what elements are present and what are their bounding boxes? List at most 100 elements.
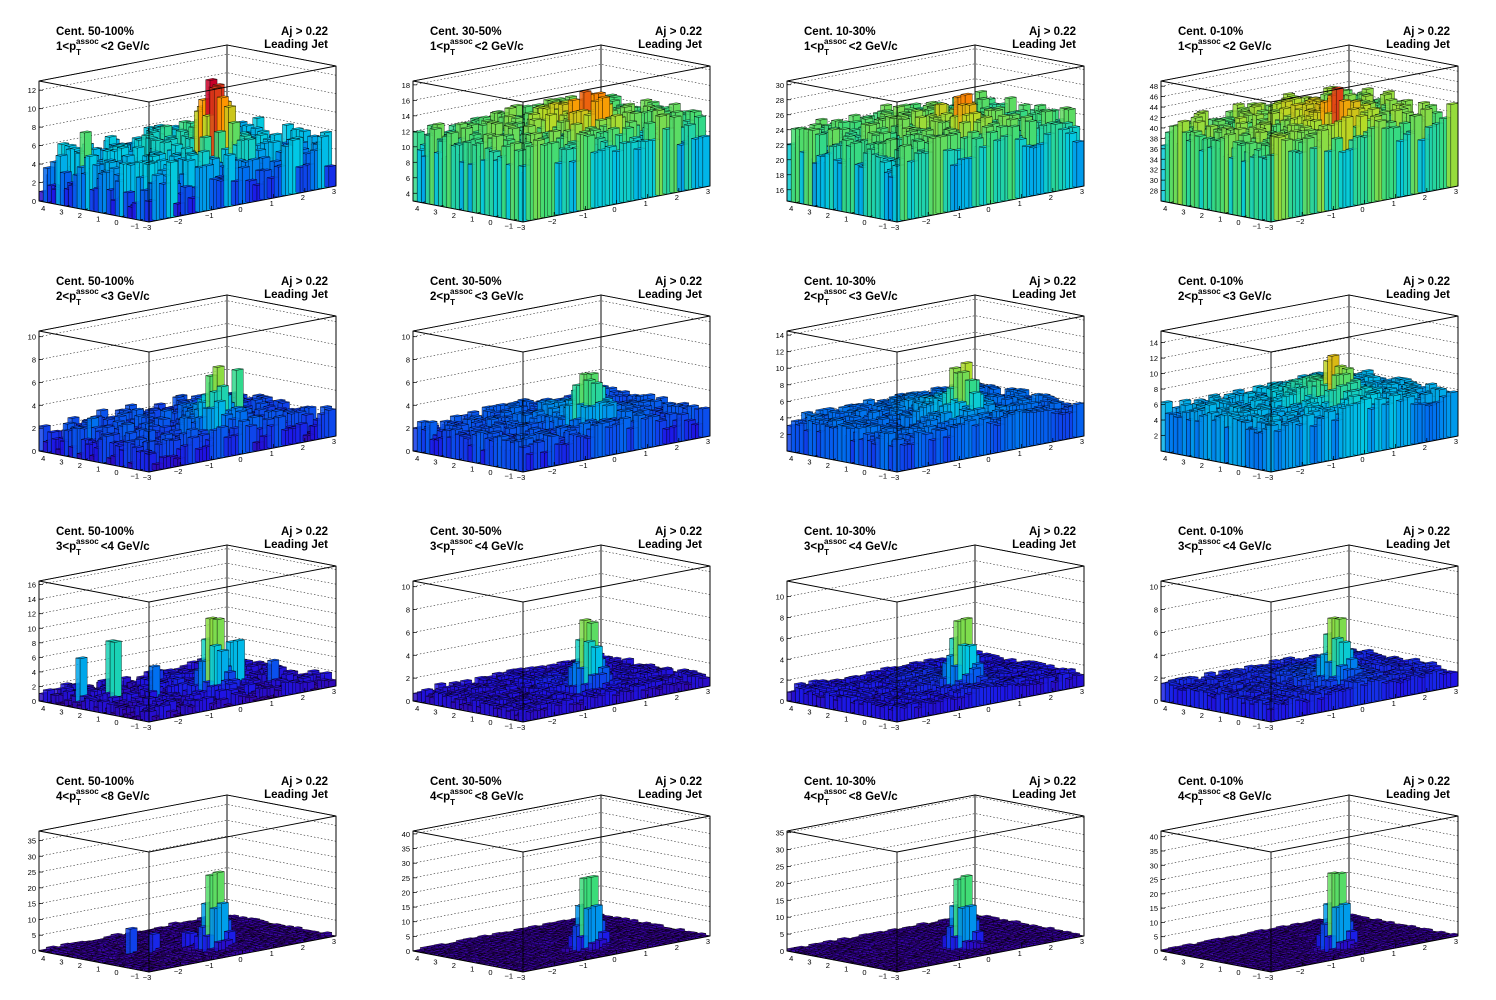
bar-side-face	[295, 166, 301, 194]
z-tick-label: 0	[32, 197, 36, 206]
bar-side-face	[425, 134, 431, 205]
bar-top-face	[171, 143, 183, 146]
bar-top-face	[181, 146, 193, 150]
x-tick-label: 1	[270, 199, 274, 208]
bar-side-face	[438, 140, 443, 207]
panel-r0-c1: 4 6 8 10 12 14 16 18 −3 −2 −1 0 1 2 3 4 3 2 1 0 −1 Cent. 30-5…	[374, 0, 748, 250]
bar-top-face	[244, 137, 256, 141]
bar-side-face	[127, 206, 133, 220]
bar-side-face	[230, 180, 236, 206]
bar-top-face	[565, 95, 577, 98]
z-tick-label: 6	[32, 142, 36, 151]
pt-superscript: assoc	[76, 37, 99, 46]
bar-top-face	[291, 127, 304, 130]
bar-side-face	[442, 135, 447, 208]
z-tick-label: 12	[28, 86, 36, 95]
bar-side-face	[194, 166, 200, 213]
bar-side-face	[98, 173, 103, 214]
z-gridline	[38, 53, 337, 91]
z-gridline	[38, 72, 337, 109]
bar-side-face	[489, 151, 494, 217]
bar-top-face	[545, 113, 557, 116]
bar-side-face	[417, 149, 422, 203]
bar-top-face	[317, 134, 329, 138]
bar-top-face	[547, 98, 560, 102]
y-tick	[48, 201, 52, 204]
bar-top-face	[250, 126, 263, 129]
bar-top-face	[117, 146, 129, 149]
bar-top-face	[159, 140, 172, 144]
bar-side-face	[429, 128, 435, 206]
bar-top-face	[217, 95, 229, 99]
y-tick-label: 0	[114, 218, 118, 227]
bar-top-face	[455, 122, 468, 125]
lt-sign: <	[62, 41, 69, 53]
leading-jet-label: Leading Jet	[264, 39, 328, 52]
bar-side-face	[446, 132, 452, 209]
bar-top-face	[255, 133, 268, 136]
top-back-edges	[38, 44, 337, 82]
bar-top-face	[242, 123, 254, 127]
bar-side-face	[76, 166, 82, 210]
bar-top-face	[238, 165, 250, 169]
bar-top-face	[320, 130, 332, 134]
bar-top-face	[209, 177, 221, 180]
bar-side-face	[266, 177, 272, 199]
bar-side-face	[484, 147, 490, 216]
bar-top-face	[214, 130, 226, 133]
bar-top-face	[209, 86, 222, 89]
z-gridline	[412, 48, 711, 86]
bar-top-face	[291, 136, 304, 139]
x-tick-label: −1	[205, 211, 214, 220]
bar-top-face	[605, 93, 617, 97]
centrality-label: Cent. 50-100%	[56, 26, 134, 39]
z-tick-label: 8	[32, 123, 36, 132]
bar-top-face	[481, 119, 494, 122]
bar-top-face	[239, 134, 252, 137]
bar-top-face	[224, 105, 236, 108]
bar-side-face	[68, 184, 73, 208]
bar-side-face	[60, 172, 65, 207]
bar-side-face	[493, 159, 498, 218]
bar-top-face	[257, 129, 270, 133]
bar-top-face	[105, 160, 117, 164]
bar-side-face	[480, 159, 486, 215]
x-tick-label: 0	[238, 205, 242, 214]
bar-side-face	[252, 184, 258, 202]
bar-top-face	[299, 129, 311, 132]
bar-top-face	[511, 116, 524, 119]
bar-side-face	[38, 191, 44, 203]
bar-side-face	[202, 164, 207, 212]
bar-top-face	[467, 122, 479, 126]
bar-side-face	[463, 141, 469, 212]
bar-top-face	[508, 126, 520, 130]
bar-side-face	[110, 199, 116, 216]
bar-top-face	[151, 138, 164, 141]
pt-high: 2	[107, 41, 113, 53]
bar-top-face	[504, 106, 517, 109]
bar-side-face	[64, 188, 69, 207]
y-tick-label: 1	[96, 214, 100, 223]
bar-top-face	[470, 137, 483, 141]
bar-top-face	[55, 153, 68, 157]
bar-top-face	[307, 134, 320, 138]
bar-side-face	[310, 149, 315, 191]
bar-top-face	[259, 168, 272, 172]
bar-top-face	[486, 120, 499, 124]
bar-side-face	[317, 136, 322, 190]
bar-front-face	[328, 165, 337, 188]
bar-top-face	[165, 137, 178, 141]
bar-top-face	[212, 83, 225, 86]
bar-side-face	[144, 200, 150, 223]
bar-top-face	[258, 155, 271, 159]
bar-top-face	[185, 151, 197, 155]
bar-side-face	[238, 167, 243, 205]
bar-top-face	[478, 115, 491, 119]
pt-range-label: 1<pTassoc <2 GeV/c	[56, 37, 150, 57]
bar-side-face	[151, 174, 157, 221]
x-tick-label: 2	[301, 193, 305, 202]
bar-top-face	[510, 103, 523, 107]
bar	[317, 134, 329, 190]
bar-side-face	[81, 173, 86, 211]
